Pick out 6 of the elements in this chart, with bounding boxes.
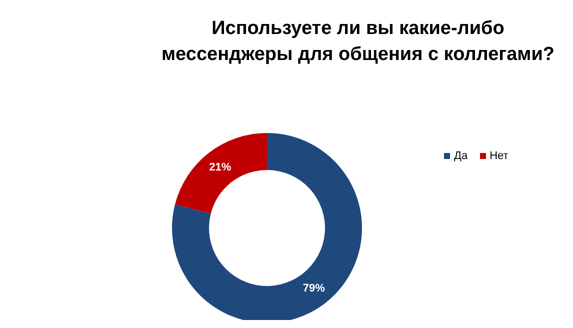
- legend-label: Нет: [490, 150, 508, 162]
- data-label: 79%: [302, 282, 326, 294]
- legend-label: Да: [454, 150, 468, 162]
- donut-slice: [174, 133, 267, 214]
- data-label: 21%: [209, 162, 232, 174]
- chart-title: Используете ли вы какие-либо мессенджеры для общения с коллегами?: [160, 17, 556, 67]
